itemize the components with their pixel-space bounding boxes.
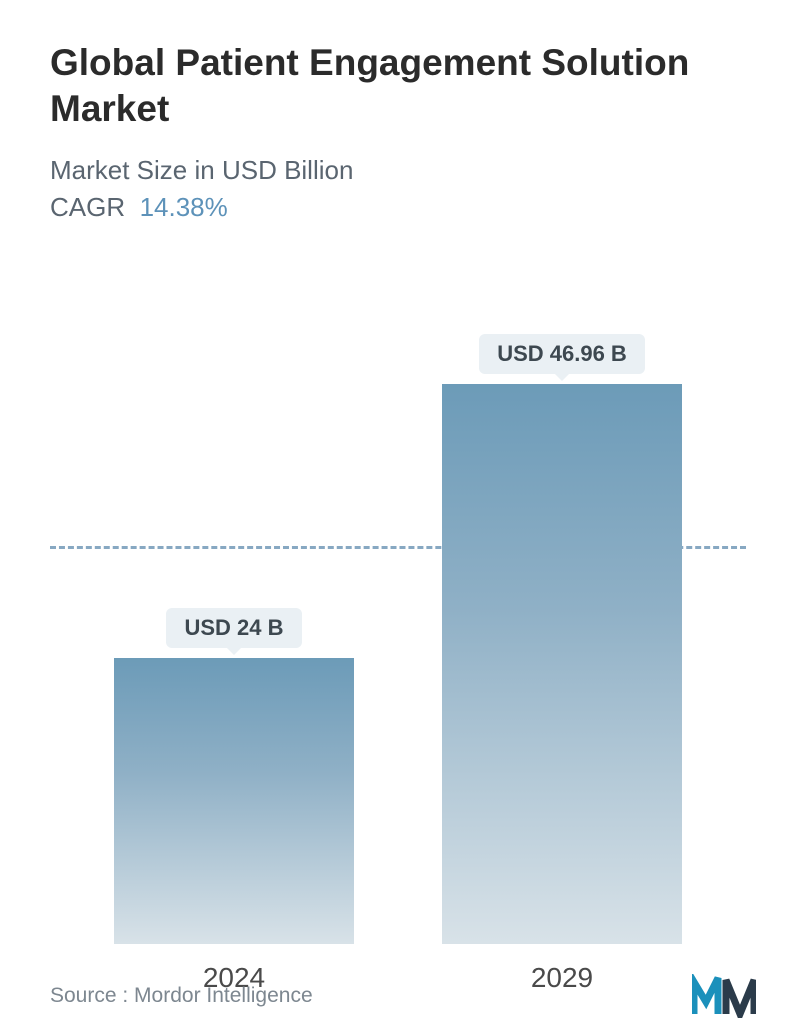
bars-wrapper: USD 24 BUSD 46.96 B — [50, 384, 746, 944]
cagr-label: CAGR — [50, 192, 125, 222]
source-text: Source : Mordor Intelligence — [50, 984, 313, 1008]
cagr-value: 14.38% — [140, 192, 228, 222]
bar-group-2024: USD 24 B — [114, 608, 354, 944]
brand-logo-icon — [692, 974, 756, 1018]
cagr-row: CAGR 14.38% — [50, 192, 746, 223]
value-label: USD 24 B — [166, 608, 301, 648]
bar — [114, 658, 354, 944]
chart-subtitle: Market Size in USD Billion — [50, 155, 353, 185]
value-label: USD 46.96 B — [479, 334, 645, 374]
bar-group-2029: USD 46.96 B — [442, 334, 682, 944]
subtitle-row: Market Size in USD Billion — [50, 155, 746, 186]
chart-area: USD 24 BUSD 46.96 B 20242029 — [50, 253, 746, 1005]
chart-container: Global Patient Engagement Solution Marke… — [0, 0, 796, 1034]
footer: Source : Mordor Intelligence — [50, 974, 756, 1018]
chart-title: Global Patient Engagement Solution Marke… — [50, 40, 746, 133]
bar — [442, 384, 682, 944]
